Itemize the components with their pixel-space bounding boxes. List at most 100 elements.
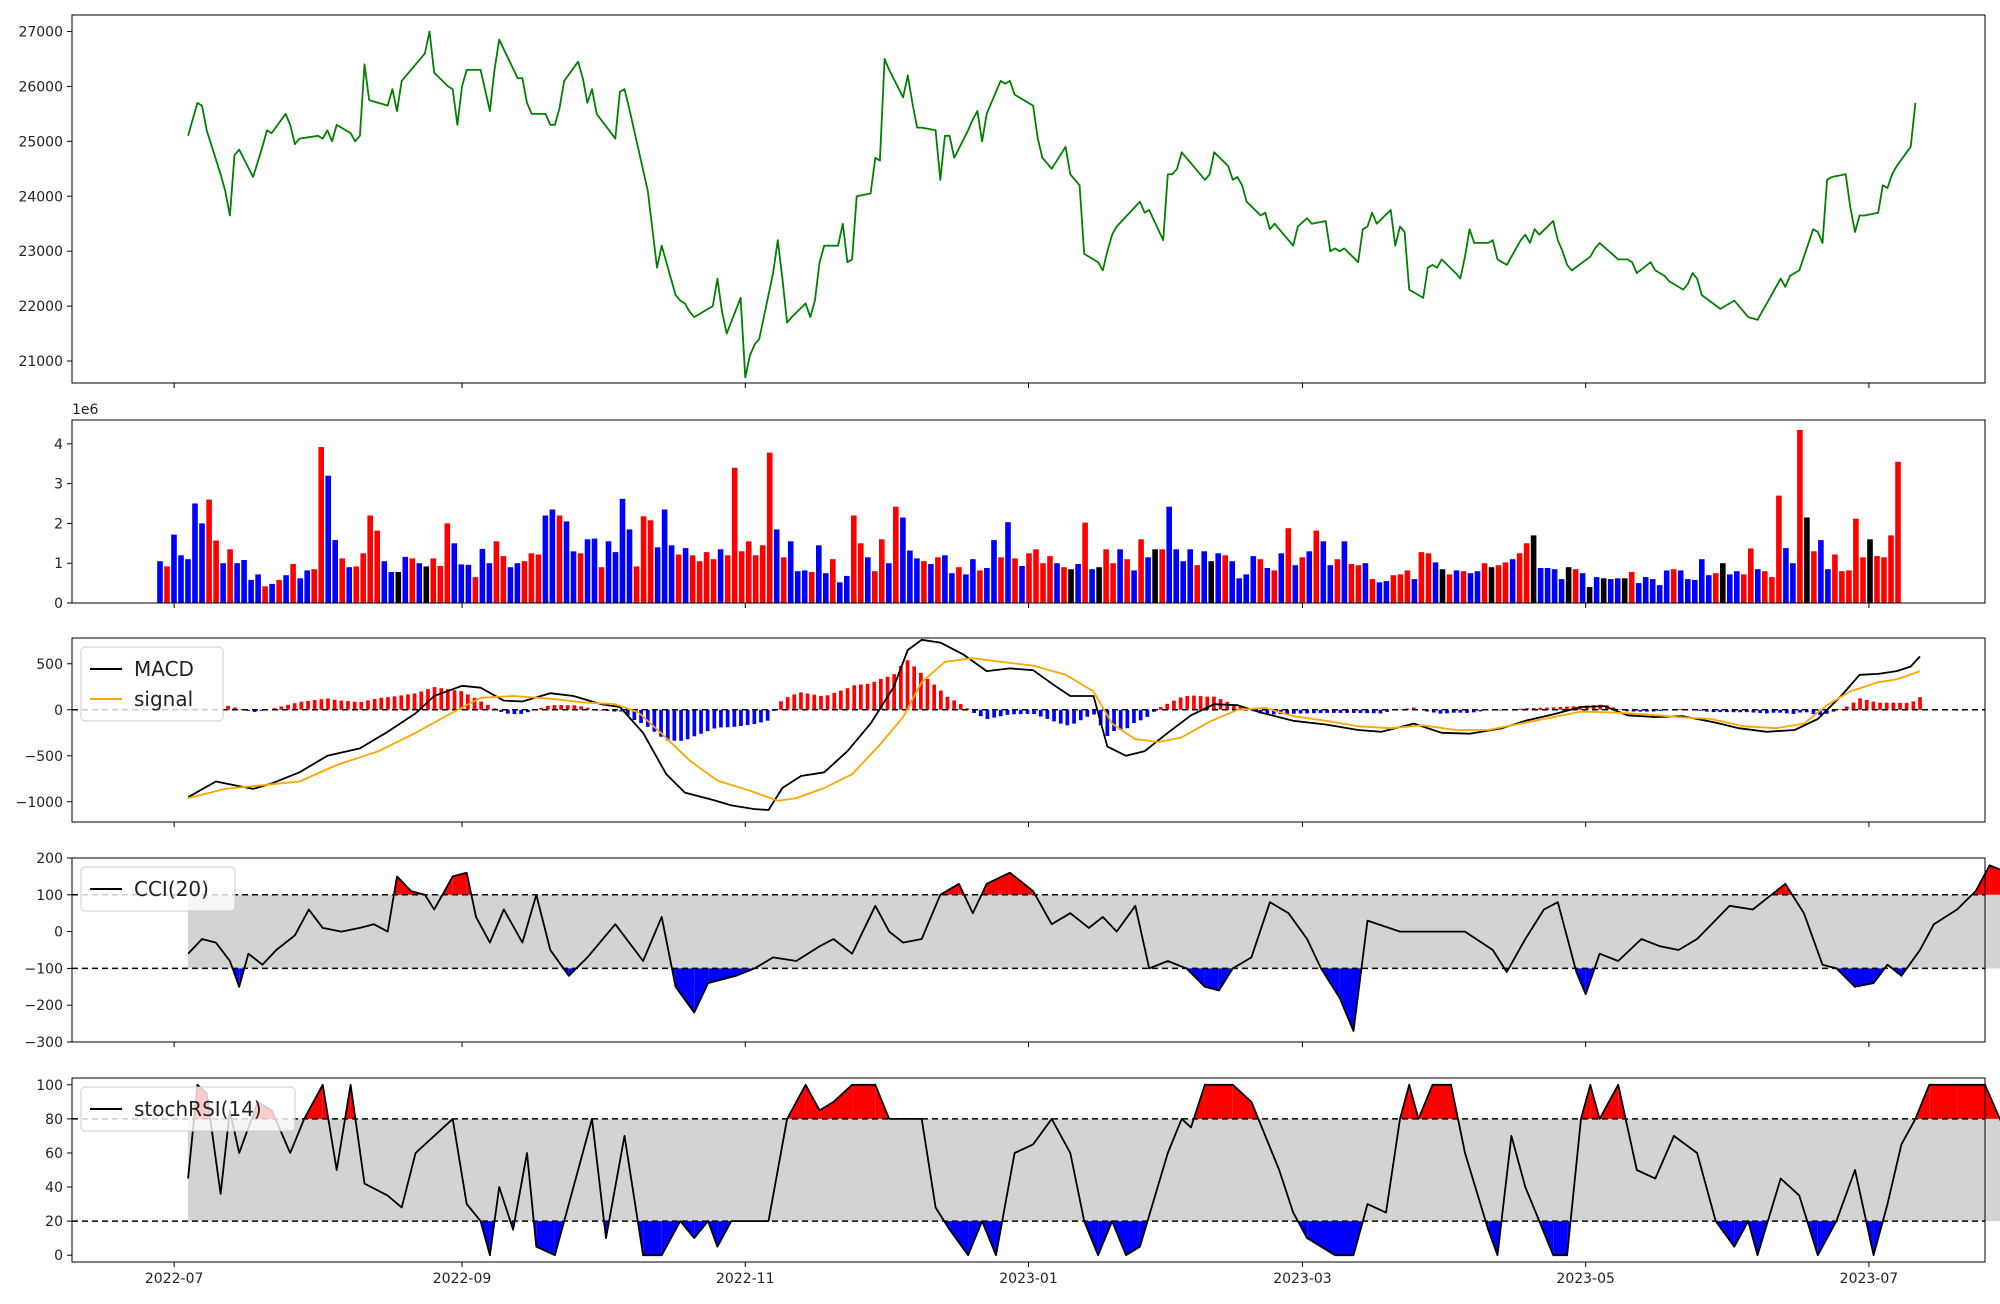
volume-bar: [382, 561, 388, 603]
macd-histogram-bar: [399, 695, 403, 709]
volume-bar: [1131, 570, 1137, 603]
volume-bar: [367, 516, 373, 604]
macd-histogram-bar: [792, 694, 796, 709]
macd-histogram-bar: [939, 691, 943, 710]
volume-y-tick-label: 3: [54, 477, 63, 493]
macd-histogram-bar: [1439, 710, 1443, 714]
macd-histogram-bar: [779, 701, 783, 710]
macd-histogram-bar: [1885, 703, 1889, 710]
volume-bar: [648, 520, 654, 603]
volume-bar: [1664, 570, 1670, 603]
volume-bar: [1587, 587, 1593, 603]
volume-bar: [921, 561, 927, 603]
macd-histogram-bar: [826, 695, 830, 710]
x-tick-label: 2023-01: [999, 1271, 1058, 1287]
volume-bar: [1678, 570, 1684, 603]
macd-histogram-bar: [1006, 710, 1010, 715]
volume-bar: [1517, 553, 1523, 603]
volume-bar: [1265, 568, 1271, 603]
macd-histogram-bar: [1185, 696, 1189, 710]
macd-histogram-bar: [839, 691, 843, 710]
macd-histogram-bar: [979, 710, 983, 716]
volume-bar: [353, 566, 359, 603]
volume-bar: [1713, 573, 1719, 603]
cci-neutral-band: [188, 895, 2000, 969]
volume-y-tick-label: 0: [54, 596, 63, 612]
x-tick-label: 2023-03: [1273, 1271, 1332, 1287]
volume-bar: [1159, 549, 1165, 603]
volume-bar: [1370, 579, 1376, 603]
volume-bar: [1363, 563, 1369, 603]
volume-y-tick-label: 1: [54, 556, 63, 572]
volume-bar: [1082, 523, 1088, 603]
volume-bar: [1243, 574, 1249, 603]
macd-histogram-bar: [359, 702, 363, 710]
volume-bar: [578, 553, 584, 603]
volume-bar: [1895, 462, 1901, 603]
volume-bar: [1496, 565, 1502, 603]
macd-histogram-bar: [1539, 708, 1543, 710]
macd-histogram-bar: [713, 710, 717, 729]
macd-histogram-bar: [1319, 710, 1323, 713]
volume-bar: [1510, 559, 1516, 603]
volume-bar: [725, 555, 731, 603]
x-tick-label: 2023-07: [1840, 1271, 1899, 1287]
macd-histogram-bar: [733, 710, 737, 727]
stochrsi-y-tick-label: 0: [54, 1248, 63, 1264]
volume-bar: [907, 551, 913, 604]
cci-y-tick-label: 100: [36, 888, 63, 904]
macd-histogram-bar: [1858, 698, 1862, 709]
stochrsi-y-tick-label: 40: [45, 1180, 63, 1196]
macd-histogram-bar: [1678, 709, 1682, 710]
volume-bar: [1622, 578, 1628, 603]
macd-histogram-bar: [1165, 704, 1169, 710]
volume-bar: [1615, 578, 1621, 603]
volume-bar: [1825, 569, 1831, 603]
volume-bar: [1734, 571, 1740, 603]
volume-bar: [241, 560, 247, 603]
volume-bar: [192, 504, 198, 604]
volume-bar: [1867, 539, 1873, 603]
x-tick-label: 2022-07: [145, 1271, 204, 1287]
macd-histogram-bar: [1892, 703, 1896, 710]
volume-bar: [1790, 563, 1796, 603]
price-y-tick-label: 21000: [18, 354, 63, 370]
volume-bar: [942, 555, 948, 603]
cci-legend-label: CCI(20): [134, 877, 209, 901]
volume-bar: [1187, 549, 1193, 603]
volume-bar: [732, 468, 738, 603]
volume-bar: [311, 569, 317, 603]
volume-bar: [290, 564, 296, 603]
volume-bar: [1047, 556, 1053, 603]
stochrsi-above-fill: [834, 1085, 853, 1119]
volume-bar: [781, 557, 787, 603]
volume-bar: [1222, 555, 1228, 603]
volume-bar: [1061, 567, 1067, 603]
volume-bar: [1019, 566, 1025, 603]
volume-bar: [1573, 569, 1579, 603]
stochrsi-above-fill: [852, 1085, 875, 1119]
macd-histogram-bar: [946, 697, 950, 710]
volume-bar: [276, 580, 282, 603]
macd-histogram-bar: [1046, 710, 1050, 719]
macd-histogram-bar: [686, 710, 690, 740]
cci-y-tick-label: −300: [25, 1035, 63, 1051]
macd-histogram-bar: [679, 710, 683, 741]
macd-histogram-bar: [340, 701, 344, 710]
macd-histogram-bar: [872, 682, 876, 710]
volume-bar: [1166, 507, 1172, 603]
volume-bar: [1103, 549, 1109, 603]
volume-bar: [185, 559, 191, 603]
volume-bar: [1671, 569, 1677, 603]
macd-histogram-bar: [786, 697, 790, 710]
volume-bar: [1461, 571, 1467, 603]
macd-histogram-bar: [952, 700, 956, 709]
volume-bar: [1860, 557, 1866, 603]
volume-bar: [1096, 567, 1102, 603]
macd-histogram-bar: [819, 696, 823, 710]
volume-bar: [872, 571, 878, 603]
volume-bar: [599, 567, 605, 603]
volume-bar: [325, 476, 331, 603]
